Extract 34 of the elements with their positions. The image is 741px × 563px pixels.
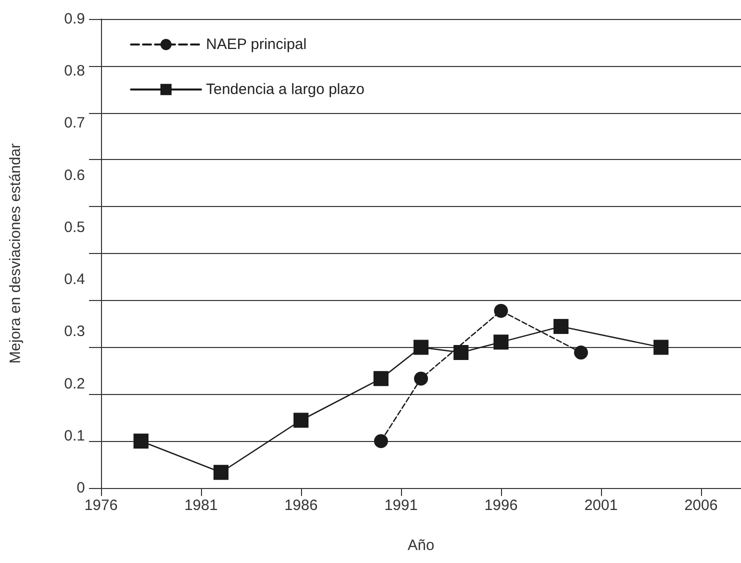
x-axis-title: Año	[408, 537, 434, 554]
point	[134, 434, 148, 449]
point	[414, 340, 428, 355]
point	[294, 412, 308, 428]
x-tick-label: 1996	[484, 497, 518, 514]
point	[454, 345, 468, 360]
y-tick-label: 0.4	[64, 271, 85, 288]
y-tick-label: 0.2	[64, 375, 85, 392]
point	[554, 318, 568, 334]
point	[494, 304, 508, 318]
x-tick-label: 1986	[284, 497, 318, 514]
y-tick-label: 0.6	[64, 166, 85, 184]
point	[654, 340, 668, 355]
point	[414, 372, 428, 386]
x-tick-label: 2006	[684, 497, 718, 514]
y-tick-label: 0.8	[64, 62, 85, 80]
y-tick-label: 0.5	[64, 218, 85, 236]
point	[374, 371, 388, 386]
y-tick-label: 0	[76, 480, 85, 496]
x-tick-label: 1991	[384, 497, 418, 514]
y-tick-label: 0.7	[64, 114, 85, 132]
y-axis-title: Mejora en desviaciones estándar	[7, 143, 24, 364]
x-tick-label: 2001	[584, 497, 618, 514]
point	[374, 434, 388, 448]
point	[214, 464, 228, 480]
legend-label: NAEP principal	[206, 36, 307, 53]
x-tick-label: 1981	[184, 497, 218, 514]
x-tick-label: 1976	[84, 497, 118, 514]
point	[494, 334, 508, 350]
point	[574, 346, 588, 360]
y-tick-label: 0.3	[64, 323, 85, 340]
y-tick-label: 0.9	[64, 10, 85, 28]
y-tick-label: 0.1	[64, 427, 85, 444]
legend-label: Tendencia a largo plazo	[206, 81, 364, 98]
